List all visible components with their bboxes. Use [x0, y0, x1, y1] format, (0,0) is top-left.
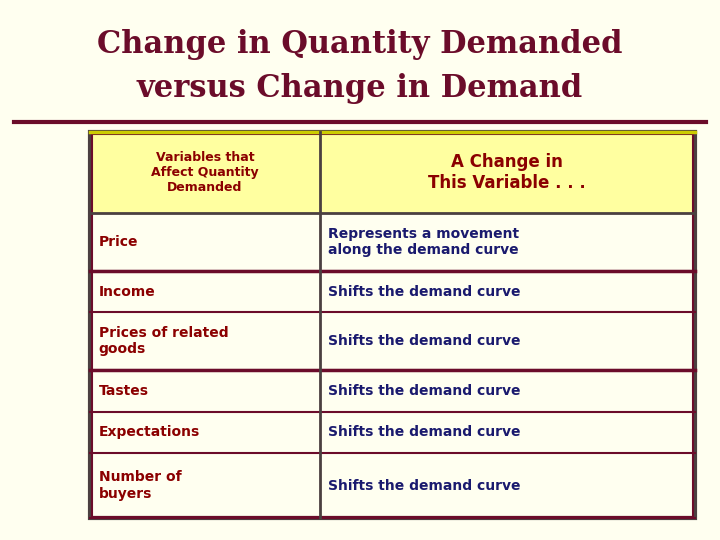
Text: versus Change in Demand: versus Change in Demand — [137, 72, 583, 104]
Text: Represents a movement
along the demand curve: Represents a movement along the demand c… — [328, 227, 520, 257]
Text: Shifts the demand curve: Shifts the demand curve — [328, 425, 521, 439]
Text: Price: Price — [99, 235, 138, 249]
Bar — [90, 132, 695, 213]
Text: Shifts the demand curve: Shifts the demand curve — [328, 384, 521, 398]
Text: A Change in
This Variable . . .: A Change in This Variable . . . — [428, 153, 586, 192]
Text: Shifts the demand curve: Shifts the demand curve — [328, 334, 521, 348]
Text: Income: Income — [99, 285, 156, 299]
Text: Change in Quantity Demanded: Change in Quantity Demanded — [97, 30, 623, 60]
Text: Prices of related
goods: Prices of related goods — [99, 326, 228, 356]
Text: Number of
buyers: Number of buyers — [99, 470, 181, 501]
Text: Tastes: Tastes — [99, 384, 148, 398]
Text: Shifts the demand curve: Shifts the demand curve — [328, 285, 521, 299]
Text: Shifts the demand curve: Shifts the demand curve — [328, 478, 521, 492]
Text: Expectations: Expectations — [99, 425, 200, 439]
Text: Variables that
Affect Quantity
Demanded: Variables that Affect Quantity Demanded — [151, 151, 258, 194]
